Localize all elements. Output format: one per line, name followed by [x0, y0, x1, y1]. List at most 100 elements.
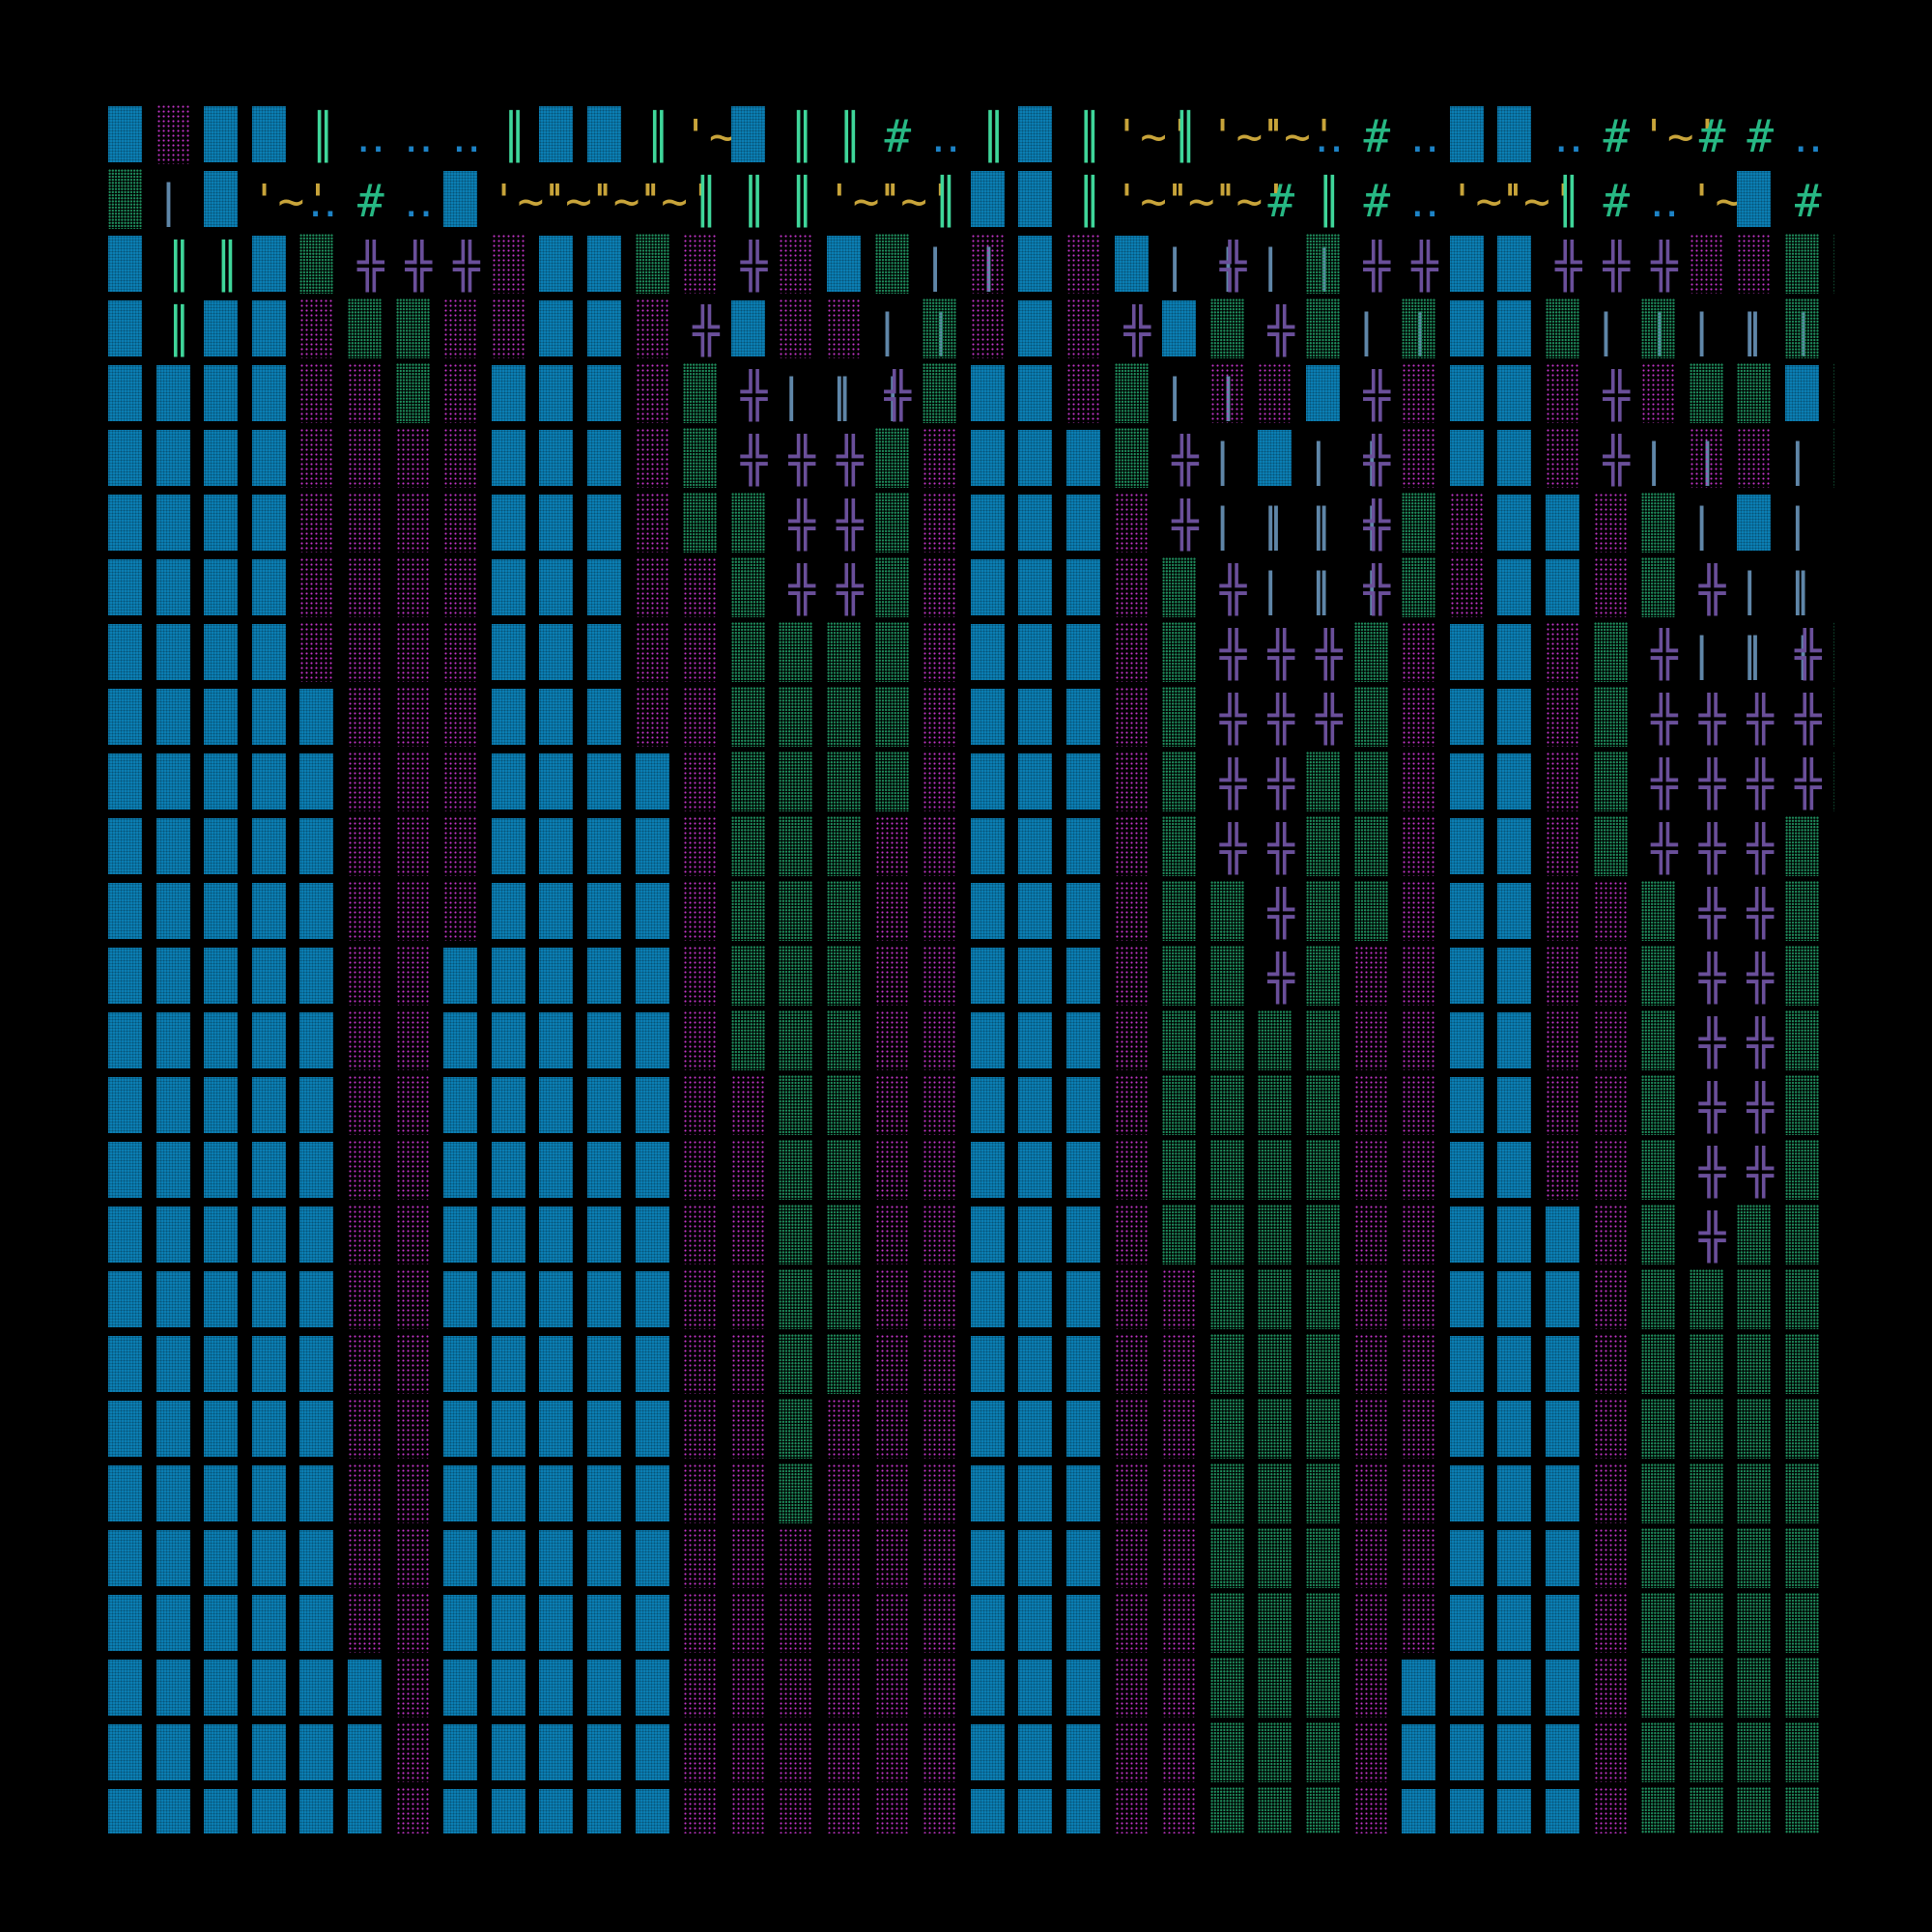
dense-brush-tile — [395, 428, 430, 488]
map-row: ╬ ╬ — [107, 1140, 1834, 1205]
dense-brush-tile — [1546, 1140, 1579, 1200]
map-glyph-tile: ╬ — [836, 498, 864, 551]
water-tile — [1497, 430, 1532, 486]
grass-tile — [1258, 1658, 1293, 1718]
dense-brush-tile — [635, 363, 669, 423]
dense-brush-tile — [1114, 687, 1149, 747]
dense-brush-tile — [874, 881, 909, 941]
dense-brush-tile — [395, 1593, 430, 1653]
water-tile — [539, 1660, 574, 1716]
water-tile — [1497, 948, 1532, 1004]
map-glyph-tile: ╬ — [1651, 628, 1678, 680]
map-glyph-tile: ‥ — [930, 110, 961, 162]
water-tile — [491, 1142, 526, 1198]
grass-tile — [1785, 1010, 1819, 1070]
water-tile — [156, 1789, 190, 1833]
dense-brush-tile — [1546, 687, 1579, 747]
map-glyph-tile: ║ — [213, 240, 241, 292]
dense-brush-tile — [395, 1463, 430, 1523]
grass-tile — [1258, 1787, 1293, 1833]
water-tile — [156, 559, 190, 615]
water-tile — [1546, 1465, 1579, 1521]
water-tile — [443, 1207, 478, 1263]
map-glyph-tile: ╬ — [1219, 693, 1247, 745]
water-tile — [970, 1077, 1005, 1133]
water-tile — [635, 1142, 669, 1198]
map-glyph-tile: ╬ — [1603, 434, 1631, 486]
map-glyph-tile: ╬ — [1267, 693, 1295, 745]
map-glyph-tile: ╬ — [1315, 628, 1343, 680]
water-tile — [539, 1142, 574, 1198]
grass-tile — [730, 557, 765, 617]
map-glyph-tile: '~' — [1113, 110, 1194, 162]
map-glyph-tile: | | — [1161, 240, 1242, 292]
grass-tile — [635, 234, 669, 294]
dense-brush-tile — [156, 104, 190, 164]
grass-tile — [1593, 687, 1628, 747]
map-glyph-tile: | | — [1305, 434, 1386, 486]
water-tile — [970, 365, 1005, 421]
map-glyph-tile: ╬ — [405, 240, 433, 292]
map-glyph-tile: | | — [873, 304, 954, 356]
dense-brush-tile — [874, 1658, 909, 1718]
water-tile — [156, 753, 190, 810]
map-glyph-tile: ╬ — [1698, 693, 1726, 745]
dense-brush-tile — [1833, 1528, 1834, 1588]
water-tile — [251, 818, 286, 874]
grass-tile — [1306, 1722, 1340, 1782]
grass-tile — [1785, 1528, 1819, 1588]
map-glyph-tile: ╬ — [1833, 557, 1834, 622]
water-tile — [251, 1077, 286, 1133]
grass-tile — [730, 687, 765, 747]
grass-tile — [874, 493, 909, 553]
dense-brush-tile — [395, 946, 430, 1006]
grass-tile — [1833, 687, 1834, 747]
dense-brush-tile — [1593, 1463, 1628, 1523]
water-tile — [108, 106, 142, 162]
water-tile — [635, 1660, 669, 1716]
dense-brush-tile — [1162, 1722, 1197, 1782]
tile-map[interactable]: ║‥‥‥║║'~'║║#‥║║'~'║'~''~'‥#‥‥#'~'##‥#| |… — [107, 104, 1834, 1833]
water-tile — [1449, 1207, 1484, 1263]
map-row: ╬ ╬ ╬ ╬ ╬ ╬ — [107, 752, 1834, 816]
water-tile — [108, 1595, 142, 1651]
grass-tile — [1353, 687, 1388, 747]
map-glyph-tile: ╬ — [1747, 1146, 1775, 1198]
grass-tile — [1785, 1334, 1819, 1394]
dense-brush-tile — [1353, 1140, 1388, 1200]
water-tile — [299, 1077, 334, 1133]
dense-brush-tile — [1689, 428, 1723, 488]
dense-brush-tile — [635, 622, 669, 682]
map-glyph-tile: ╬ — [1698, 757, 1726, 810]
water-tile — [108, 1142, 142, 1198]
water-tile — [204, 171, 239, 227]
dense-brush-tile — [395, 1205, 430, 1264]
dense-brush-tile — [1402, 622, 1436, 682]
water-tile — [1449, 624, 1484, 680]
dense-brush-tile — [827, 1593, 861, 1653]
map-glyph-tile: | | — [1784, 498, 1811, 551]
dense-brush-tile — [348, 687, 382, 747]
water-tile — [156, 948, 190, 1004]
map-glyph-tile: '~' — [586, 175, 668, 227]
water-tile — [251, 1465, 286, 1521]
dense-brush-tile — [1546, 752, 1579, 811]
map-glyph-tile: ╬ — [1747, 1081, 1775, 1133]
dense-brush-tile — [395, 1722, 430, 1782]
dense-brush-tile — [730, 1593, 765, 1653]
grass-tile — [1833, 752, 1834, 811]
water-tile — [443, 1465, 478, 1521]
grass-tile — [779, 1463, 813, 1523]
dense-brush-tile — [1402, 1528, 1436, 1588]
water-tile — [204, 883, 239, 939]
map-glyph-tile: '~' — [538, 175, 619, 227]
dense-brush-tile — [1114, 1269, 1149, 1329]
dense-brush-tile — [635, 298, 669, 358]
dense-brush-tile — [1353, 1658, 1388, 1718]
map-glyph-tile: ║ — [932, 175, 959, 227]
water-tile — [587, 1530, 621, 1586]
water-tile — [635, 1012, 669, 1068]
water-tile — [1066, 559, 1100, 615]
water-tile — [635, 1336, 669, 1392]
dense-brush-tile — [1833, 1269, 1834, 1329]
